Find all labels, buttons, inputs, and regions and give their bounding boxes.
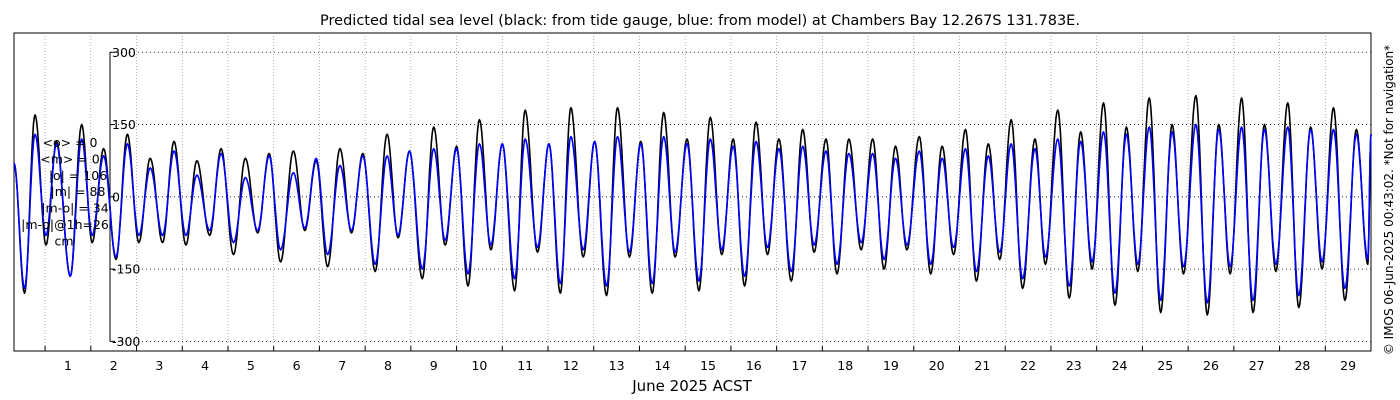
copyright-notice: © IMOS 06-Jun-2025 00:43:02. *Not for na… (1382, 45, 1396, 355)
y-tick-label: 150 (112, 117, 136, 132)
x-tick-label: 19 (883, 358, 899, 373)
x-tick-label: 24 (1112, 358, 1128, 373)
x-tick-label: 29 (1340, 358, 1356, 373)
x-tick-label: 11 (517, 358, 533, 373)
x-axis: 1 2 3 4 5 6 7 8 9 10 11 12 13 14 15 16 17 18 19 20 21 22 23 24 2… (44, 346, 1356, 373)
x-tick-label: 13 (609, 358, 625, 373)
x-axis-label: June 2025 ACST (631, 377, 752, 395)
statistics-panel: <o> = 0<m> = 0 |o| = 106|m| = 88 |m-o| = 3… (21, 135, 109, 248)
stat-line: |m-o| = 34 (41, 201, 108, 216)
x-tick-label: 26 (1203, 358, 1219, 373)
x-tick-label: 14 (654, 358, 670, 373)
x-tick-label: 1 (64, 358, 72, 373)
stat-line: cm (54, 233, 73, 248)
tide-gauge-series-line (13, 94, 1372, 316)
x-tick-label: 15 (700, 358, 716, 373)
x-tick-label: 7 (338, 358, 346, 373)
stat-line: |m| = 88 (51, 184, 106, 199)
x-tick-label: 3 (155, 358, 163, 373)
x-tick-label: 4 (201, 358, 209, 373)
series-lines (13, 94, 1372, 316)
x-tick-label: 22 (1020, 358, 1036, 373)
x-tick-label: 25 (1157, 358, 1173, 373)
x-tick-label: 5 (247, 358, 255, 373)
x-tick-label: 20 (929, 358, 945, 373)
x-tick-label: 18 (837, 358, 853, 373)
x-tick-label: 17 (792, 358, 808, 373)
x-tick-label: 9 (430, 358, 438, 373)
x-tick-label: 21 (974, 358, 990, 373)
y-tick-label: 0 (112, 189, 120, 204)
y-tick-label: 300 (112, 45, 136, 60)
chart-title: Predicted tidal sea level (black: from t… (320, 13, 1080, 29)
x-tick-label: 8 (384, 358, 392, 373)
x-tick-label: 28 (1294, 358, 1310, 373)
stat-line: <m> = 0 (40, 151, 100, 166)
y-tick-label: -300 (112, 334, 140, 349)
x-tick-label: 10 (471, 358, 487, 373)
y-tick-label: -150 (112, 262, 140, 277)
model-series-line (13, 123, 1372, 304)
x-tick-label: 16 (746, 358, 762, 373)
stat-line: |m-o|@1h=26 (21, 217, 109, 232)
stat-line: |o| = 106 (49, 168, 107, 183)
x-tick-label: 6 (293, 358, 301, 373)
x-tick-label: 27 (1249, 358, 1265, 373)
x-tick-label: 2 (110, 358, 118, 373)
x-tick-label: 23 (1066, 358, 1082, 373)
x-tick-label: 12 (563, 358, 579, 373)
stat-line: <o> = 0 (43, 135, 98, 150)
